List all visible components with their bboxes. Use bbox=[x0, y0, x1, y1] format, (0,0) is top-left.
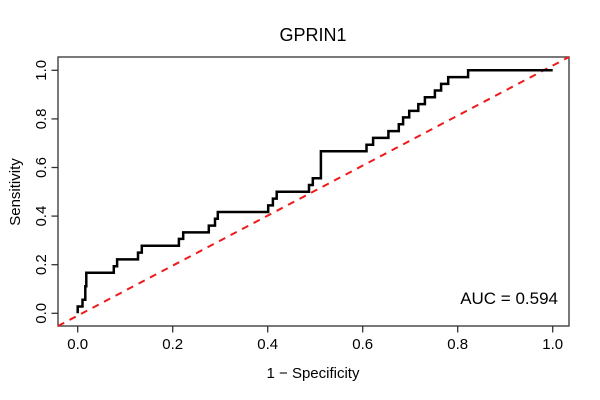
y-tick-label: 1.0 bbox=[33, 60, 50, 81]
x-tick-label: 1.0 bbox=[542, 336, 563, 353]
x-axis-label: 1 − Specificity bbox=[267, 365, 360, 382]
y-tick-label: 0.4 bbox=[33, 206, 50, 227]
y-tick-label: 0.2 bbox=[33, 254, 50, 275]
diagonal-reference-line bbox=[57, 56, 570, 327]
y-tick-label: 0.8 bbox=[33, 108, 50, 129]
x-tick-label: 0.0 bbox=[67, 336, 88, 353]
x-tick-label: 0.8 bbox=[447, 336, 468, 353]
y-axis-label: Sensitivity bbox=[7, 158, 24, 226]
x-tick-label: 0.4 bbox=[257, 336, 278, 353]
x-tick-label: 0.6 bbox=[352, 336, 373, 353]
y-tick-label: 0.6 bbox=[33, 157, 50, 178]
x-tick-label: 0.2 bbox=[162, 336, 183, 353]
auc-annotation: AUC = 0.594 bbox=[460, 289, 558, 308]
chart-title: GPRIN1 bbox=[279, 25, 346, 45]
y-axis-ticks: 0.0 0.2 0.4 0.6 0.8 1.0 bbox=[33, 60, 58, 324]
x-axis-ticks: 0.0 0.2 0.4 0.6 0.8 1.0 bbox=[67, 326, 563, 353]
y-tick-label: 0.0 bbox=[33, 303, 50, 324]
roc-curve bbox=[76, 69, 553, 314]
plot-box bbox=[57, 56, 570, 327]
